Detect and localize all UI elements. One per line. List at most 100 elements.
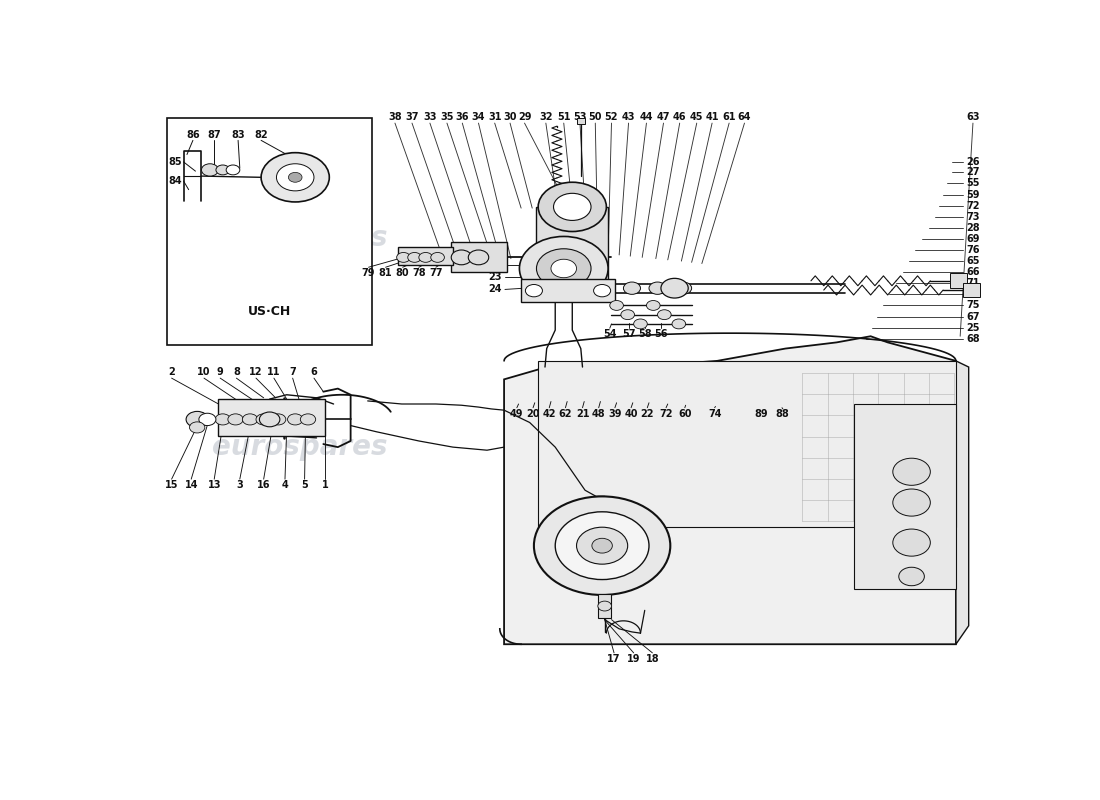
Text: 21: 21 [575, 409, 590, 419]
Text: 79: 79 [362, 269, 375, 278]
Text: 54: 54 [603, 330, 616, 339]
Text: 71: 71 [966, 278, 980, 288]
Text: 3: 3 [236, 480, 243, 490]
Bar [521, 279, 615, 302]
Text: 73: 73 [966, 212, 980, 222]
Bar [598, 594, 612, 618]
Text: 53: 53 [573, 112, 586, 122]
Circle shape [260, 412, 279, 426]
Circle shape [576, 527, 628, 564]
Text: eurospares: eurospares [211, 433, 387, 461]
Text: 55: 55 [966, 178, 980, 189]
Text: 72: 72 [966, 201, 980, 210]
Circle shape [598, 601, 612, 611]
Circle shape [649, 282, 666, 294]
Bar [397, 247, 453, 266]
Text: 57: 57 [621, 330, 636, 339]
Text: 59: 59 [966, 190, 980, 199]
Text: 4: 4 [282, 480, 288, 490]
Text: 47: 47 [657, 112, 670, 122]
Circle shape [658, 310, 671, 320]
Text: eurospares: eurospares [613, 458, 788, 486]
Text: 77: 77 [429, 269, 442, 278]
Text: 89: 89 [755, 409, 768, 419]
Circle shape [276, 164, 314, 191]
Text: 67: 67 [966, 311, 980, 322]
Polygon shape [504, 336, 956, 644]
Circle shape [893, 489, 931, 516]
Circle shape [242, 414, 257, 425]
Text: 84: 84 [168, 176, 182, 186]
Text: 68: 68 [966, 334, 980, 344]
Circle shape [228, 414, 243, 425]
Text: 8: 8 [233, 367, 240, 377]
Text: 83: 83 [231, 130, 245, 141]
Text: 66: 66 [966, 267, 980, 277]
Circle shape [674, 282, 692, 294]
Text: 23: 23 [488, 272, 502, 282]
Text: 33: 33 [488, 260, 502, 270]
Text: eurospares: eurospares [211, 224, 387, 252]
Circle shape [261, 153, 329, 202]
Text: 85: 85 [168, 157, 182, 167]
Circle shape [519, 237, 608, 301]
Text: 11: 11 [267, 367, 280, 377]
Text: 29: 29 [518, 112, 531, 122]
Text: 46: 46 [673, 112, 686, 122]
Circle shape [526, 285, 542, 297]
Text: 13: 13 [208, 480, 221, 490]
Circle shape [469, 250, 488, 265]
Text: 88: 88 [776, 409, 789, 419]
Circle shape [556, 512, 649, 579]
Bar [854, 404, 956, 589]
Circle shape [451, 250, 472, 265]
Bar [538, 361, 956, 527]
Circle shape [287, 414, 303, 425]
Text: 56: 56 [654, 330, 668, 339]
Text: 15: 15 [165, 480, 178, 490]
Text: 28: 28 [966, 223, 980, 233]
Circle shape [288, 172, 302, 182]
Circle shape [216, 414, 230, 425]
Text: 86: 86 [186, 130, 200, 141]
Circle shape [893, 458, 931, 486]
Bar [962, 282, 980, 298]
Circle shape [538, 182, 606, 231]
Circle shape [216, 165, 230, 175]
Text: 82: 82 [254, 130, 268, 141]
Circle shape [594, 285, 610, 297]
Text: 63: 63 [966, 112, 980, 122]
Text: 72: 72 [659, 409, 673, 419]
Circle shape [397, 253, 410, 262]
Bar [219, 399, 326, 436]
Text: 34: 34 [472, 112, 485, 122]
Circle shape [408, 253, 421, 262]
Circle shape [661, 278, 689, 298]
Text: 16: 16 [257, 480, 271, 490]
Text: 76: 76 [966, 245, 980, 255]
Text: 41: 41 [705, 112, 718, 122]
Text: 14: 14 [185, 480, 198, 490]
Text: 65: 65 [966, 256, 980, 266]
Text: 9: 9 [217, 367, 223, 377]
Text: 37: 37 [405, 112, 419, 122]
Text: 64: 64 [738, 112, 751, 122]
Text: 62: 62 [559, 409, 572, 419]
Circle shape [624, 282, 640, 294]
Text: 32: 32 [539, 112, 552, 122]
Text: 45: 45 [690, 112, 704, 122]
Circle shape [553, 194, 591, 221]
Circle shape [419, 253, 432, 262]
Circle shape [189, 422, 205, 433]
Text: 10: 10 [197, 367, 211, 377]
Text: 61: 61 [723, 112, 736, 122]
Text: 49: 49 [510, 409, 524, 419]
Circle shape [227, 165, 240, 175]
Text: 70: 70 [966, 290, 980, 299]
Text: 35: 35 [440, 112, 453, 122]
Text: 27: 27 [966, 167, 980, 178]
Circle shape [537, 249, 591, 288]
Text: 6: 6 [310, 367, 317, 377]
Text: 50: 50 [588, 112, 602, 122]
Text: 24: 24 [488, 285, 502, 294]
